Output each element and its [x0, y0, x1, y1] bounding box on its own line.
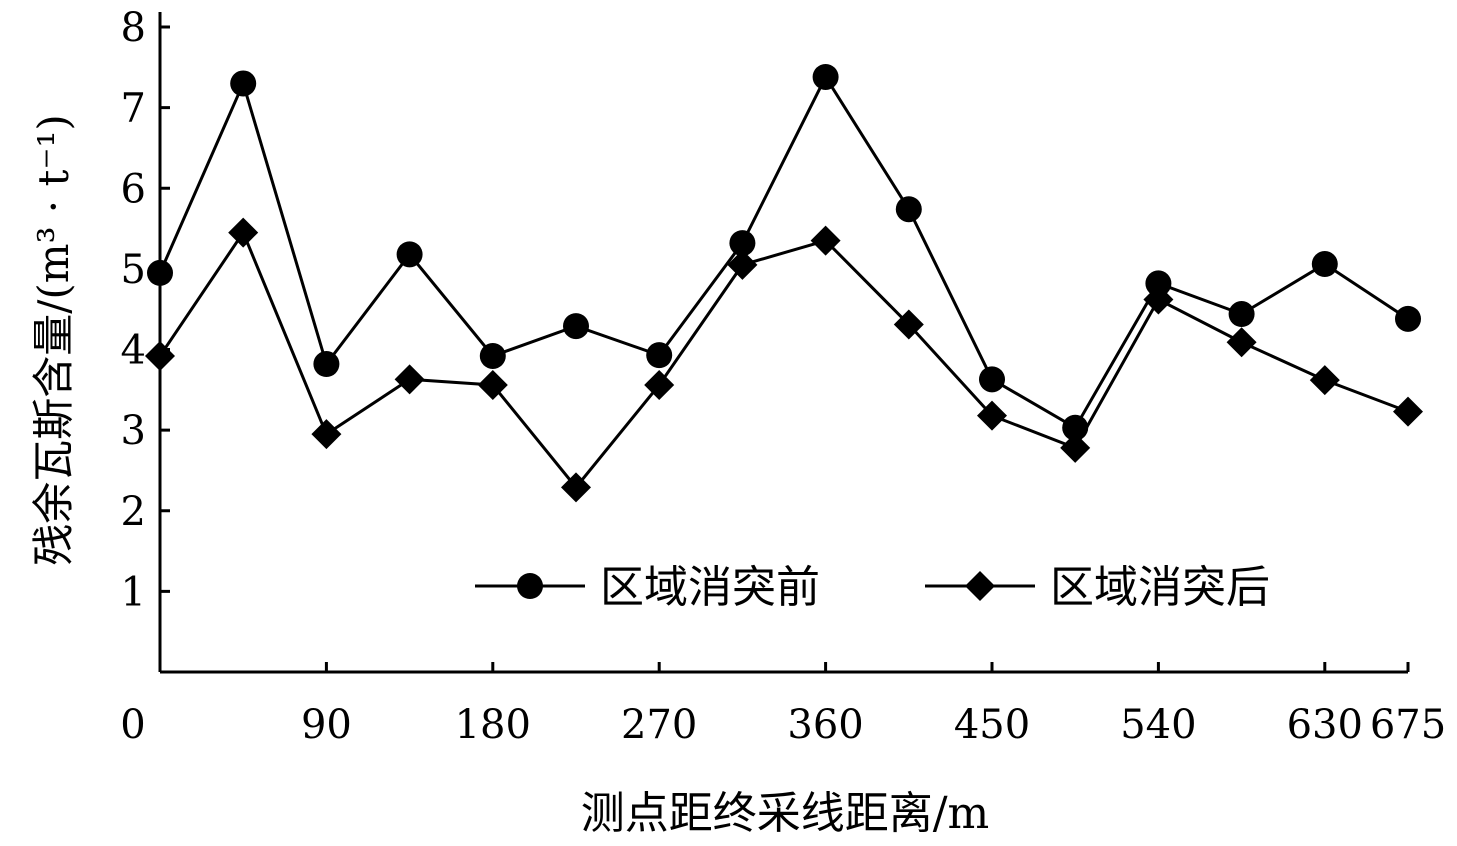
circle-point [895, 196, 922, 223]
y-tick-label: 4 [121, 328, 146, 374]
diamond-point [561, 472, 591, 503]
x-tick-label: 90 [301, 702, 352, 748]
legend-label: 区域消突前 [600, 562, 820, 613]
x-axis-label: 测点距终采线距离/m [581, 788, 990, 839]
y-axis-label: 残余瓦斯含量/(m³ · t⁻¹) [29, 114, 78, 566]
circle-point [1395, 305, 1421, 332]
diamond-point [145, 340, 175, 371]
circle-point [1228, 301, 1255, 328]
circle-point [479, 342, 506, 369]
series-line [158, 229, 1409, 490]
y-tick-label: 1 [121, 569, 146, 615]
diamond-point [1309, 365, 1340, 396]
x-tick-label: 450 [954, 702, 1030, 748]
y-tick-label: 6 [121, 166, 146, 212]
legend-circle-icon [517, 573, 543, 599]
x-tick-label: 675 [1370, 702, 1446, 748]
circle-point [1311, 251, 1338, 278]
x-tick-label: 540 [1120, 702, 1196, 748]
circle-point [729, 230, 756, 257]
x-tick-label: 360 [787, 702, 863, 748]
x-tick-label: 630 [1287, 702, 1363, 748]
series-group [145, 63, 1423, 503]
circle-point [396, 241, 423, 268]
circle-point [563, 313, 589, 340]
diamond-point [810, 225, 841, 256]
diamond-point [1143, 284, 1174, 315]
y-tick-label: 5 [121, 247, 146, 293]
diamond-point [727, 249, 758, 280]
x-tick-label: 270 [621, 702, 697, 748]
circle-point [147, 259, 173, 286]
diamond-point [311, 419, 342, 450]
circle-point [230, 70, 257, 97]
diamond-point [893, 309, 924, 340]
circle-point [812, 63, 839, 90]
legend-label: 区域消突后 [1050, 562, 1270, 613]
axes: 1 2 3 4 5 6 7 8 0 90 180 270 360 450 540 630 675 [120, 5, 1446, 748]
diamond-point [977, 400, 1007, 431]
diamond-point [228, 217, 259, 248]
series-line [158, 73, 1409, 430]
y-tick-label: 7 [121, 86, 146, 132]
legend: 区域消突前 区域消突后 [475, 562, 1270, 613]
diamond-point [1060, 432, 1091, 463]
circle-point [313, 351, 340, 378]
diamond-point [1226, 327, 1257, 358]
x-tick-label: 0 [120, 702, 145, 748]
diamond-point [477, 369, 508, 400]
y-tick-label: 3 [121, 408, 146, 454]
diamond-point [394, 364, 425, 395]
x-tick-label: 180 [455, 702, 531, 748]
diamond-point [1393, 396, 1423, 427]
y-tick-label: 2 [121, 489, 146, 535]
circle-point [1145, 270, 1172, 297]
y-tick-label: 8 [121, 5, 146, 51]
legend-diamond-icon [965, 571, 995, 601]
series-2 [145, 217, 1423, 503]
circle-point [979, 366, 1005, 393]
diamond-point [644, 369, 675, 400]
circle-point [646, 342, 673, 369]
